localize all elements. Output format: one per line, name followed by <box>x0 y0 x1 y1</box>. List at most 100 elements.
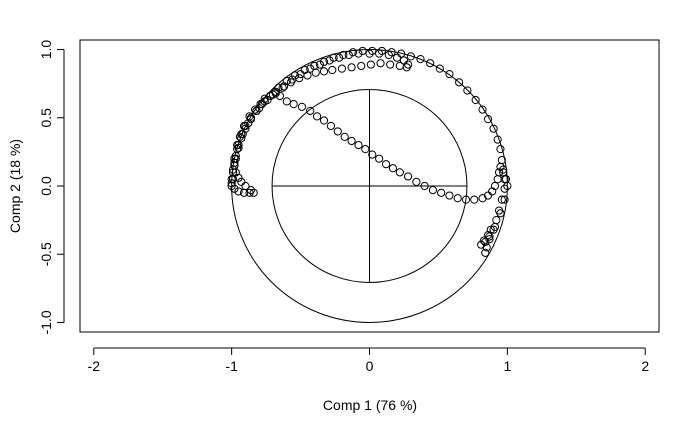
data-point <box>231 151 240 161</box>
data-point <box>481 248 490 257</box>
y-tick-label: -0.5 <box>38 242 54 266</box>
data-point <box>445 70 454 79</box>
data-point <box>381 160 391 169</box>
data-point <box>344 50 353 60</box>
data-point <box>478 105 487 114</box>
data-points <box>227 46 512 257</box>
data-point <box>234 140 243 150</box>
data-point <box>279 82 289 91</box>
data-point <box>319 57 329 66</box>
plot-box <box>79 39 660 333</box>
data-point <box>335 53 344 62</box>
data-point <box>319 116 329 125</box>
x-tick-label: 2 <box>641 358 649 374</box>
data-point <box>437 188 446 197</box>
data-point <box>329 53 338 62</box>
data-point <box>471 95 480 105</box>
data-point <box>246 185 256 195</box>
data-point <box>366 60 375 69</box>
data-point <box>479 236 489 245</box>
data-point <box>503 181 512 191</box>
data-point <box>461 195 471 204</box>
data-point <box>282 97 291 106</box>
data-point <box>499 165 508 174</box>
data-point <box>348 48 358 57</box>
data-point <box>402 63 411 72</box>
data-point <box>235 132 245 141</box>
data-point <box>388 164 398 173</box>
data-point <box>481 237 490 247</box>
data-point <box>286 78 296 87</box>
x-tick-label: 0 <box>366 358 374 374</box>
data-point <box>500 195 509 204</box>
data-point <box>340 132 349 141</box>
data-point <box>238 130 247 139</box>
data-point <box>368 46 377 56</box>
data-point <box>303 71 312 80</box>
data-point <box>311 68 320 77</box>
data-point <box>319 67 329 76</box>
data-point <box>494 168 504 177</box>
data-point <box>492 216 501 225</box>
data-point <box>486 225 495 234</box>
x-tick-label: -2 <box>88 358 101 374</box>
data-point <box>500 184 509 193</box>
data-point <box>313 112 322 121</box>
data-point <box>490 222 500 232</box>
data-point <box>250 105 260 114</box>
data-point <box>426 59 435 68</box>
x-tick-label: 1 <box>503 358 511 374</box>
x-tick-label: -1 <box>225 358 238 374</box>
data-point <box>497 195 506 204</box>
data-point <box>493 175 502 184</box>
data-point <box>354 49 363 58</box>
data-point <box>428 185 438 195</box>
data-point <box>295 74 304 83</box>
data-point <box>397 49 406 58</box>
data-point <box>306 106 315 116</box>
data-point <box>392 53 402 62</box>
data-point <box>490 181 500 191</box>
data-point <box>358 46 367 56</box>
data-point <box>347 63 356 72</box>
data-point <box>483 191 493 200</box>
data-point <box>256 100 265 109</box>
data-point <box>237 134 246 143</box>
data-point <box>445 191 454 200</box>
data-point <box>395 168 404 177</box>
data-point <box>275 91 284 101</box>
data-point <box>339 50 348 60</box>
data-point <box>463 86 472 95</box>
data-point <box>365 49 374 58</box>
data-point <box>328 65 337 75</box>
data-point <box>234 187 243 196</box>
data-point <box>496 209 505 218</box>
data-point <box>496 145 505 154</box>
x-axis-label: Comp 1 (76 %) <box>323 397 417 413</box>
data-point <box>244 119 253 128</box>
data-point <box>278 83 287 92</box>
data-point <box>375 154 384 163</box>
data-point <box>375 49 384 58</box>
data-point <box>255 104 264 113</box>
data-point <box>376 59 385 68</box>
data-point <box>230 184 239 193</box>
data-point <box>249 188 258 197</box>
data-point <box>412 177 421 187</box>
data-point <box>326 121 335 131</box>
data-point <box>368 150 377 159</box>
data-point <box>483 115 493 124</box>
data-point <box>485 235 494 244</box>
data-point <box>347 136 356 146</box>
data-point <box>499 168 508 177</box>
y-tick-label: 0.0 <box>38 176 54 196</box>
data-point <box>395 61 404 71</box>
data-point <box>260 97 269 106</box>
y-tick-label: 0.5 <box>38 108 54 128</box>
data-point <box>306 64 315 73</box>
data-point <box>271 87 280 96</box>
data-point <box>325 56 334 65</box>
data-point <box>260 94 269 103</box>
data-point <box>239 121 249 131</box>
